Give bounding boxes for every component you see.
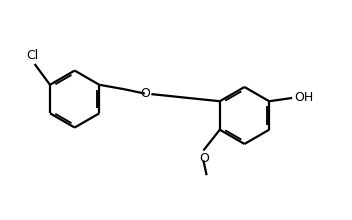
Text: O: O <box>140 86 150 99</box>
Text: O: O <box>199 152 209 165</box>
Text: OH: OH <box>294 91 314 104</box>
Text: Cl: Cl <box>26 49 39 62</box>
